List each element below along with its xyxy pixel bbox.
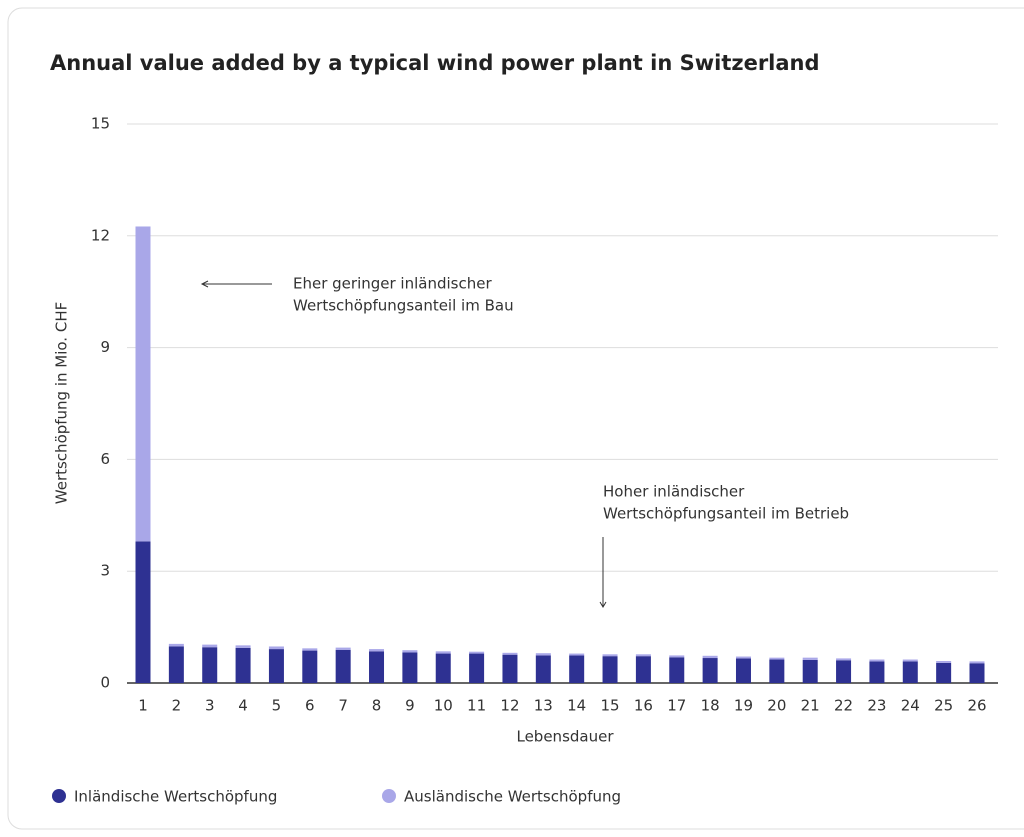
- bar-segment: [769, 659, 785, 683]
- y-tick-label: 0: [100, 674, 110, 692]
- bar-segment: [135, 541, 151, 683]
- bar-segment: [335, 647, 351, 650]
- x-tick-label: 9: [405, 697, 415, 715]
- bar-segment: [369, 651, 385, 683]
- legend-label: Inländische Wertschöpfung: [74, 788, 277, 806]
- x-tick-label: 3: [205, 697, 215, 715]
- bar-segment: [769, 657, 785, 660]
- bar-segment: [302, 650, 318, 683]
- bar-segment: [902, 661, 918, 683]
- bar-segment: [836, 658, 852, 661]
- bar-segment: [702, 658, 718, 683]
- x-tick-label: 20: [767, 697, 786, 715]
- x-tick-label: 2: [172, 697, 182, 715]
- bar-segment: [569, 655, 585, 683]
- x-tick-label: 10: [434, 697, 453, 715]
- x-tick-label: 6: [305, 697, 315, 715]
- arrow-head: [200, 280, 209, 288]
- bar-segment: [502, 654, 518, 683]
- x-tick-label: 21: [801, 697, 820, 715]
- bar-segment: [702, 655, 718, 659]
- x-tick-label: 13: [534, 697, 553, 715]
- x-tick-label: 26: [967, 697, 986, 715]
- bar-segment: [569, 653, 585, 656]
- y-axis-label: Wertschöpfung in Mio. CHF: [53, 302, 71, 504]
- bar-segment: [535, 655, 551, 683]
- y-tick-label: 9: [100, 338, 110, 356]
- x-tick-label: 17: [667, 697, 686, 715]
- y-tick-label: 12: [91, 226, 110, 244]
- x-tick-label: 12: [500, 697, 519, 715]
- bar-segment: [268, 649, 284, 683]
- legend-label: Ausländische Wertschöpfung: [404, 788, 621, 806]
- x-tick-label: 4: [238, 697, 248, 715]
- x-tick-label: 1: [138, 697, 148, 715]
- arrow-head: [599, 601, 607, 608]
- bar-segment: [869, 661, 885, 683]
- annotation-text: Eher geringer inländischer: [293, 275, 492, 293]
- x-tick-label: 11: [467, 697, 486, 715]
- bar-segment: [969, 661, 985, 664]
- x-axis-label: Lebensdauer: [516, 728, 614, 746]
- x-tick-label: 16: [634, 697, 653, 715]
- chart-title: Annual value added by a typical wind pow…: [50, 51, 820, 75]
- bar-segment: [402, 650, 418, 653]
- bar-segment: [602, 656, 618, 683]
- annotation-text: Wertschöpfungsanteil im Betrieb: [603, 505, 849, 523]
- y-tick-label: 6: [100, 450, 110, 468]
- bar-segment: [635, 656, 651, 683]
- bar-segment: [435, 653, 451, 683]
- x-tick-label: 14: [567, 697, 586, 715]
- bar-segment: [135, 226, 151, 542]
- bar-segment: [669, 657, 685, 683]
- annotation-text: Hoher inländischer: [603, 483, 745, 501]
- x-tick-label: 22: [834, 697, 853, 715]
- bar-segment: [502, 652, 518, 655]
- bar-segment: [202, 647, 218, 683]
- bar-segment: [635, 654, 651, 657]
- x-tick-label: 5: [272, 697, 282, 715]
- bar-segment: [669, 655, 685, 658]
- bar-segment: [168, 646, 184, 683]
- bar-segment: [268, 646, 284, 650]
- x-tick-label: 19: [734, 697, 753, 715]
- annotation-text: Wertschöpfungsanteil im Bau: [293, 297, 514, 315]
- bar-segment: [735, 656, 751, 659]
- x-tick-label: 24: [901, 697, 920, 715]
- bar-segment: [936, 661, 952, 663]
- x-tick-label: 23: [867, 697, 886, 715]
- x-tick-label: 7: [338, 697, 348, 715]
- legend-swatch: [52, 789, 66, 803]
- bar-segment: [202, 644, 218, 648]
- bar-segment: [369, 649, 385, 652]
- x-tick-label: 25: [934, 697, 953, 715]
- bar-segment: [902, 659, 918, 662]
- bar-segment: [235, 647, 251, 683]
- bar-segment: [602, 654, 618, 657]
- x-tick-label: 18: [701, 697, 720, 715]
- x-tick-label: 8: [372, 697, 382, 715]
- bar-segment: [869, 659, 885, 662]
- bar-segment: [969, 663, 985, 683]
- bar-segment: [469, 653, 485, 683]
- legend-swatch: [382, 789, 396, 803]
- bar-segment: [402, 652, 418, 683]
- bar-segment: [335, 649, 351, 683]
- bar-segment: [802, 659, 818, 683]
- bar-segment: [168, 643, 184, 647]
- x-tick-label: 15: [600, 697, 619, 715]
- bar-segment: [802, 657, 818, 660]
- y-tick-label: 3: [100, 562, 110, 580]
- card: [7, 7, 1024, 830]
- bar-segment: [836, 660, 852, 683]
- y-tick-label: 15: [91, 115, 110, 133]
- bar-segment: [735, 658, 751, 683]
- bar-segment: [469, 651, 485, 654]
- bar-segment: [235, 645, 251, 648]
- bar-segment: [535, 653, 551, 656]
- bar-segment: [936, 662, 952, 683]
- bar-segment: [302, 648, 318, 651]
- bar-segment: [435, 651, 451, 654]
